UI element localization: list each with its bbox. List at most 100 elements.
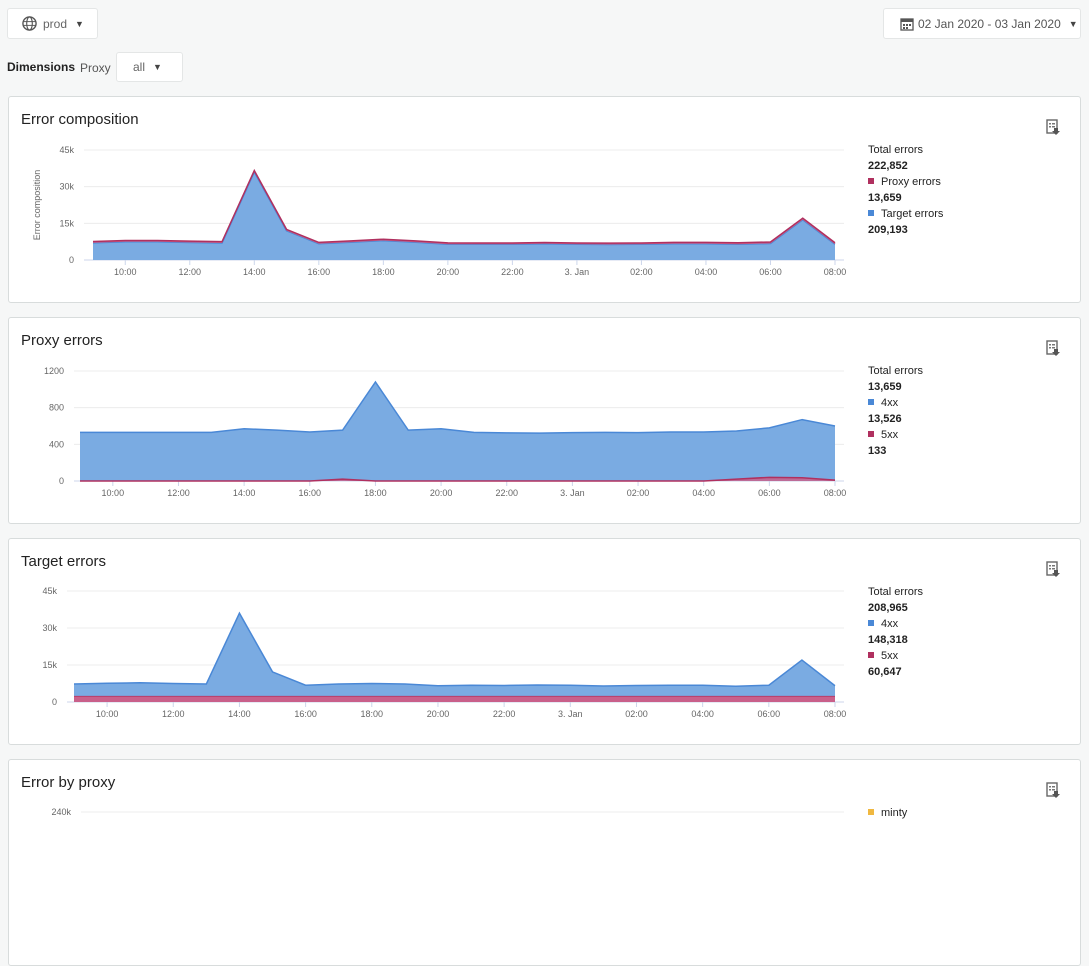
legend-swatch bbox=[868, 210, 874, 216]
x-tick-label: 08:00 bbox=[824, 488, 847, 498]
x-tick-label: 3. Jan bbox=[565, 267, 590, 277]
legend-label: 4xx bbox=[881, 397, 899, 409]
series-line bbox=[73, 611, 836, 687]
y-axis-label: Error composition bbox=[32, 170, 42, 241]
series-line bbox=[80, 380, 836, 434]
legend-swatch bbox=[868, 809, 874, 815]
y-tick-label: 15k bbox=[42, 660, 57, 670]
x-tick-label: 10:00 bbox=[114, 267, 137, 277]
legend-item[interactable]: minty bbox=[868, 805, 907, 821]
legend-label: 5xx bbox=[881, 429, 899, 441]
proxy-label: Proxy bbox=[80, 61, 111, 75]
y-tick-label: 0 bbox=[52, 697, 57, 707]
y-tick-label: 45k bbox=[59, 145, 74, 155]
y-tick-label: 0 bbox=[69, 255, 74, 265]
caret-down-icon: ▼ bbox=[1068, 18, 1078, 29]
y-tick-label: 400 bbox=[49, 439, 64, 449]
series-line bbox=[92, 170, 836, 246]
chart-card-error-by-proxy: Error by proxy minty 240k bbox=[8, 759, 1081, 966]
date-range-value: 02 Jan 2020 - 03 Jan 2020 bbox=[918, 16, 1061, 31]
legend-item[interactable]: 4xx bbox=[868, 616, 923, 632]
x-tick-label: 14:00 bbox=[228, 709, 251, 719]
series-line bbox=[80, 476, 836, 482]
chart-legend: Total errors 13,659 4xx 13,526 5xx 133 bbox=[868, 363, 923, 459]
x-tick-label: 06:00 bbox=[759, 267, 782, 277]
legend-swatch bbox=[868, 431, 874, 437]
environment-value: prod bbox=[43, 16, 68, 31]
x-tick-label: 04:00 bbox=[692, 488, 715, 498]
legend-item[interactable]: 4xx bbox=[868, 395, 923, 411]
x-tick-label: 04:00 bbox=[695, 267, 718, 277]
legend-swatch bbox=[868, 620, 874, 626]
legend-item[interactable]: 5xx bbox=[868, 648, 923, 664]
x-tick-label: 14:00 bbox=[243, 267, 266, 277]
legend-swatch bbox=[868, 178, 874, 184]
x-tick-label: 08:00 bbox=[824, 709, 847, 719]
chart-card-error-composition: Error composition Total errors 222,852 Pro… bbox=[8, 96, 1081, 303]
x-tick-label: 16:00 bbox=[299, 488, 322, 498]
legend-total-value: 208,965 bbox=[868, 602, 908, 614]
calendar-icon bbox=[900, 17, 914, 31]
legend-value: 148,318 bbox=[868, 634, 908, 646]
legend-item[interactable]: Target errors bbox=[868, 206, 943, 222]
x-tick-label: 20:00 bbox=[430, 488, 453, 498]
caret-down-icon: ▼ bbox=[153, 62, 162, 72]
chart-plot: 0 15k 30k 45k Error composition 10:00 12:00 14:… bbox=[32, 145, 847, 277]
x-tick-label: 08:00 bbox=[824, 267, 847, 277]
date-range-picker[interactable]: 02 Jan 2020 - 03 Jan 2020 ▼ bbox=[883, 8, 1081, 39]
x-tick-label: 20:00 bbox=[427, 709, 450, 719]
legend-label: minty bbox=[881, 807, 908, 819]
chart-legend: Total errors 208,965 4xx 148,318 5xx 60,647 bbox=[868, 584, 923, 680]
chart-card-proxy-errors: Proxy errors Total errors 13,659 4xx 13,526… bbox=[8, 317, 1081, 524]
download-report-icon[interactable] bbox=[1046, 561, 1060, 577]
x-tick-label: 3. Jan bbox=[558, 709, 583, 719]
proxy-select[interactable]: all ▼ bbox=[116, 52, 183, 82]
legend-item[interactable]: 5xx bbox=[868, 427, 923, 443]
x-tick-label: 20:00 bbox=[437, 267, 460, 277]
caret-down-icon: ▼ bbox=[75, 18, 84, 29]
x-tick-label: 04:00 bbox=[691, 709, 714, 719]
y-tick-label: 240k bbox=[51, 807, 71, 817]
y-tick-label: 30k bbox=[42, 623, 57, 633]
x-tick-label: 02:00 bbox=[630, 267, 653, 277]
download-report-icon[interactable] bbox=[1046, 782, 1060, 798]
y-tick-label: 15k bbox=[59, 218, 74, 228]
download-report-icon[interactable] bbox=[1046, 119, 1060, 135]
legend-value: 209,193 bbox=[868, 224, 908, 236]
series-line bbox=[92, 168, 836, 244]
globe-icon bbox=[22, 16, 37, 31]
area-series-proxy-errors[interactable] bbox=[93, 170, 835, 245]
x-tick-label: 22:00 bbox=[495, 488, 518, 498]
x-tick-label: 14:00 bbox=[233, 488, 256, 498]
area-series-5xx[interactable] bbox=[80, 477, 835, 481]
dimensions-label: Dimensions bbox=[7, 60, 76, 74]
card-title: Target errors bbox=[21, 553, 107, 570]
x-tick-label: 18:00 bbox=[372, 267, 395, 277]
legend-total-label: Total errors bbox=[868, 586, 924, 598]
x-tick-label: 06:00 bbox=[758, 488, 781, 498]
card-title: Error composition bbox=[21, 111, 139, 128]
area-series-target-errors[interactable] bbox=[93, 172, 835, 260]
legend-label: Proxy errors bbox=[881, 176, 941, 188]
card-title: Error by proxy bbox=[21, 774, 116, 791]
download-report-icon[interactable] bbox=[1046, 340, 1060, 356]
legend-item[interactable]: Proxy errors bbox=[868, 174, 943, 190]
legend-value: 13,526 bbox=[868, 413, 902, 425]
legend-label: 4xx bbox=[881, 618, 899, 630]
y-tick-label: 45k bbox=[42, 586, 57, 596]
legend-value: 133 bbox=[868, 445, 887, 457]
x-tick-label: 12:00 bbox=[162, 709, 185, 719]
x-tick-label: 18:00 bbox=[364, 488, 387, 498]
x-tick-label: 06:00 bbox=[758, 709, 781, 719]
chart-plot: 240k bbox=[51, 807, 844, 817]
area-series-4xx[interactable] bbox=[80, 382, 835, 481]
legend-total-label: Total errors bbox=[868, 144, 924, 156]
area-series-4xx[interactable] bbox=[74, 613, 835, 696]
area-series-5xx[interactable] bbox=[74, 695, 835, 702]
legend-total-value: 13,659 bbox=[868, 381, 902, 393]
environment-select[interactable]: prod ▼ bbox=[7, 8, 98, 39]
legend-swatch bbox=[868, 399, 874, 405]
x-tick-label: 12:00 bbox=[167, 488, 190, 498]
chart-legend: minty bbox=[868, 805, 907, 821]
chart-legend: Total errors 222,852 Proxy errors 13,659 Tar… bbox=[868, 142, 943, 238]
